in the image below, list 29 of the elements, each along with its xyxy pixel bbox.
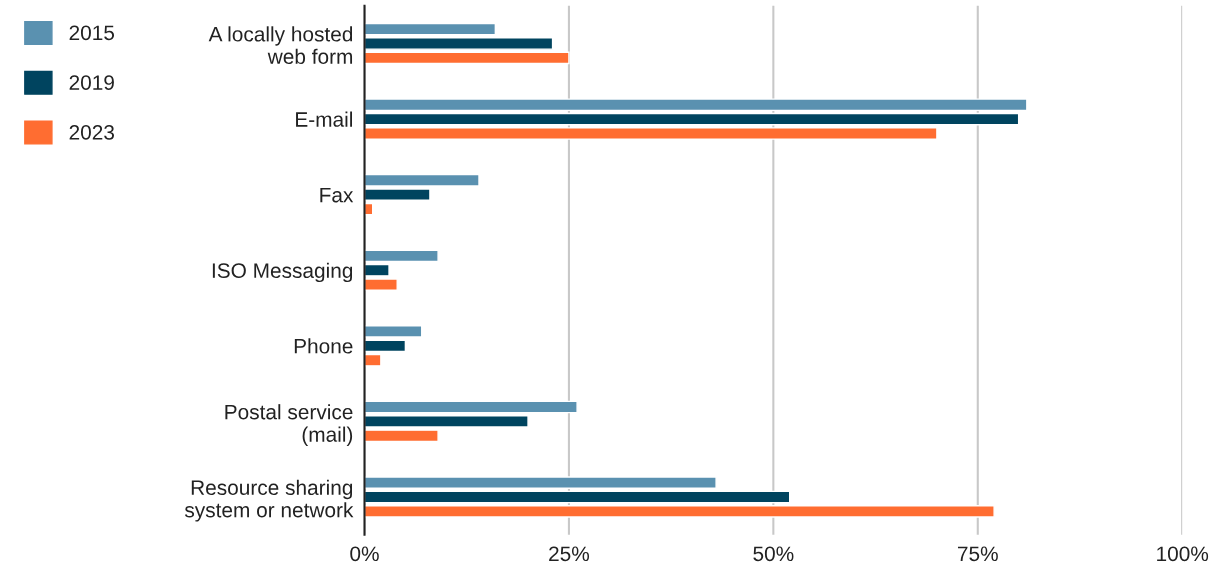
x-tick-label: 75%	[957, 546, 998, 562]
y-tick-label: Fax	[320, 187, 354, 203]
y-tick-label: ISO Messaging	[212, 262, 353, 283]
legend-label: 2019	[69, 75, 114, 90]
bar	[364, 112, 1020, 126]
bar	[364, 339, 407, 353]
bar	[364, 22, 497, 36]
x-tick-label: 0%	[350, 546, 379, 562]
bar	[364, 490, 791, 504]
x-tick-label: 100%	[1157, 546, 1209, 562]
legend-label: 2015	[69, 25, 115, 41]
y-tick-label: Phone	[294, 338, 353, 354]
legend-label: 2023	[69, 124, 115, 140]
bar	[364, 249, 439, 263]
bar	[364, 127, 938, 140]
bar	[364, 325, 423, 338]
y-tick-label: E-mail	[296, 111, 352, 127]
bar	[364, 505, 995, 518]
y-tick-label: A locally hosted web form	[208, 26, 353, 65]
bar	[364, 51, 570, 65]
y-tick-label: Resource sharing system or network	[184, 479, 354, 522]
y-tick-label: Postal service (mail)	[225, 404, 353, 446]
bar	[364, 400, 578, 414]
x-tick-label: 50%	[753, 546, 794, 562]
bar	[364, 353, 382, 367]
x-tick-label: 25%	[549, 546, 590, 562]
bar	[364, 476, 717, 489]
bar	[364, 98, 1028, 112]
bar	[364, 37, 554, 50]
